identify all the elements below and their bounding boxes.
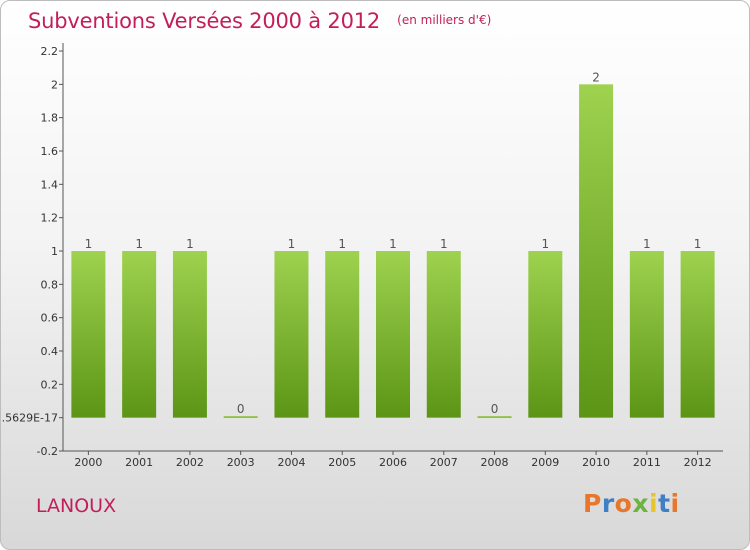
x-tick-label: 2008: [481, 456, 509, 469]
y-tick-label: -1.5629E-17: [1, 412, 58, 425]
bar: [376, 251, 410, 418]
y-tick-label: -0.2: [37, 445, 58, 458]
bar: [680, 251, 715, 418]
x-tick-label: 2005: [328, 456, 356, 469]
bar: [172, 251, 207, 418]
bar: [223, 416, 258, 418]
commune-name: LANOUX: [36, 495, 117, 517]
y-tick-label: 1.2: [41, 212, 59, 225]
logo-letter: P: [583, 489, 602, 518]
data-label: 1: [85, 237, 93, 251]
x-tick-label: 2002: [176, 456, 204, 469]
logo-letter: i: [649, 489, 659, 518]
data-labels-group: 1 1 1 0 1 1 1 1 0 1 2 1 1: [85, 70, 702, 416]
axes: 2.2 2 1.8 1.6 1.4 1.2 1 0.8 0.6 0.4 0.2 -1.5629E-17…: [1, 43, 723, 469]
bar: [274, 251, 309, 418]
x-tick-label: 2012: [684, 456, 712, 469]
bar: [122, 251, 157, 418]
y-tick-label: 2: [51, 78, 58, 91]
bars-group: [71, 84, 715, 418]
bar: [325, 251, 360, 418]
data-label: 1: [135, 237, 143, 251]
data-label: 1: [186, 237, 194, 251]
data-label: 1: [288, 237, 296, 251]
x-tick-label: 2004: [277, 456, 305, 469]
data-label: 1: [440, 237, 448, 251]
logo-letter: i: [670, 489, 680, 518]
logo-letter: o: [614, 489, 633, 518]
logo-letter: x: [632, 489, 649, 518]
bar: [528, 251, 563, 418]
proxiti-logo[interactable]: Proxiti: [583, 489, 680, 518]
logo-letter: t: [658, 489, 671, 518]
y-tick-label: 0.6: [41, 312, 59, 325]
data-label: 1: [643, 237, 651, 251]
y-tick-label: 0.8: [41, 278, 59, 291]
bar: [579, 84, 614, 418]
y-tick-label: 1.8: [41, 112, 59, 125]
x-tick-label: 2011: [633, 456, 661, 469]
data-label: 0: [491, 402, 499, 416]
title-row: Subventions Versées 2000 à 2012 (en mill…: [28, 9, 491, 33]
bar: [629, 251, 664, 418]
x-tick-label: 2006: [379, 456, 407, 469]
bar: [426, 251, 461, 418]
x-tick-label: 2009: [531, 456, 559, 469]
x-tick-label: 2000: [74, 456, 102, 469]
y-tick-label: 2.2: [41, 45, 59, 58]
chart-title: Subventions Versées 2000 à 2012: [28, 9, 381, 33]
y-tick-label: 0.2: [41, 378, 59, 391]
y-tick-label: 1.6: [41, 145, 59, 158]
bar: [477, 416, 512, 418]
data-label: 1: [541, 237, 549, 251]
data-label: 1: [389, 237, 397, 251]
data-label: 0: [237, 402, 245, 416]
bar: [71, 251, 106, 418]
data-label: 1: [338, 237, 346, 251]
data-label: 1: [694, 237, 702, 251]
x-tick-label: 2010: [582, 456, 610, 469]
logo-letter: r: [601, 489, 615, 518]
unit-label: (en milliers d'€): [397, 13, 492, 27]
x-tick-label: 2001: [125, 456, 153, 469]
data-label: 2: [592, 70, 600, 84]
y-tick-label: 1: [51, 245, 58, 258]
x-tick-label: 2003: [227, 456, 255, 469]
x-tick-label: 2007: [430, 456, 458, 469]
y-tick-label: 0.4: [41, 345, 59, 358]
y-tick-label: 1.4: [41, 178, 59, 191]
